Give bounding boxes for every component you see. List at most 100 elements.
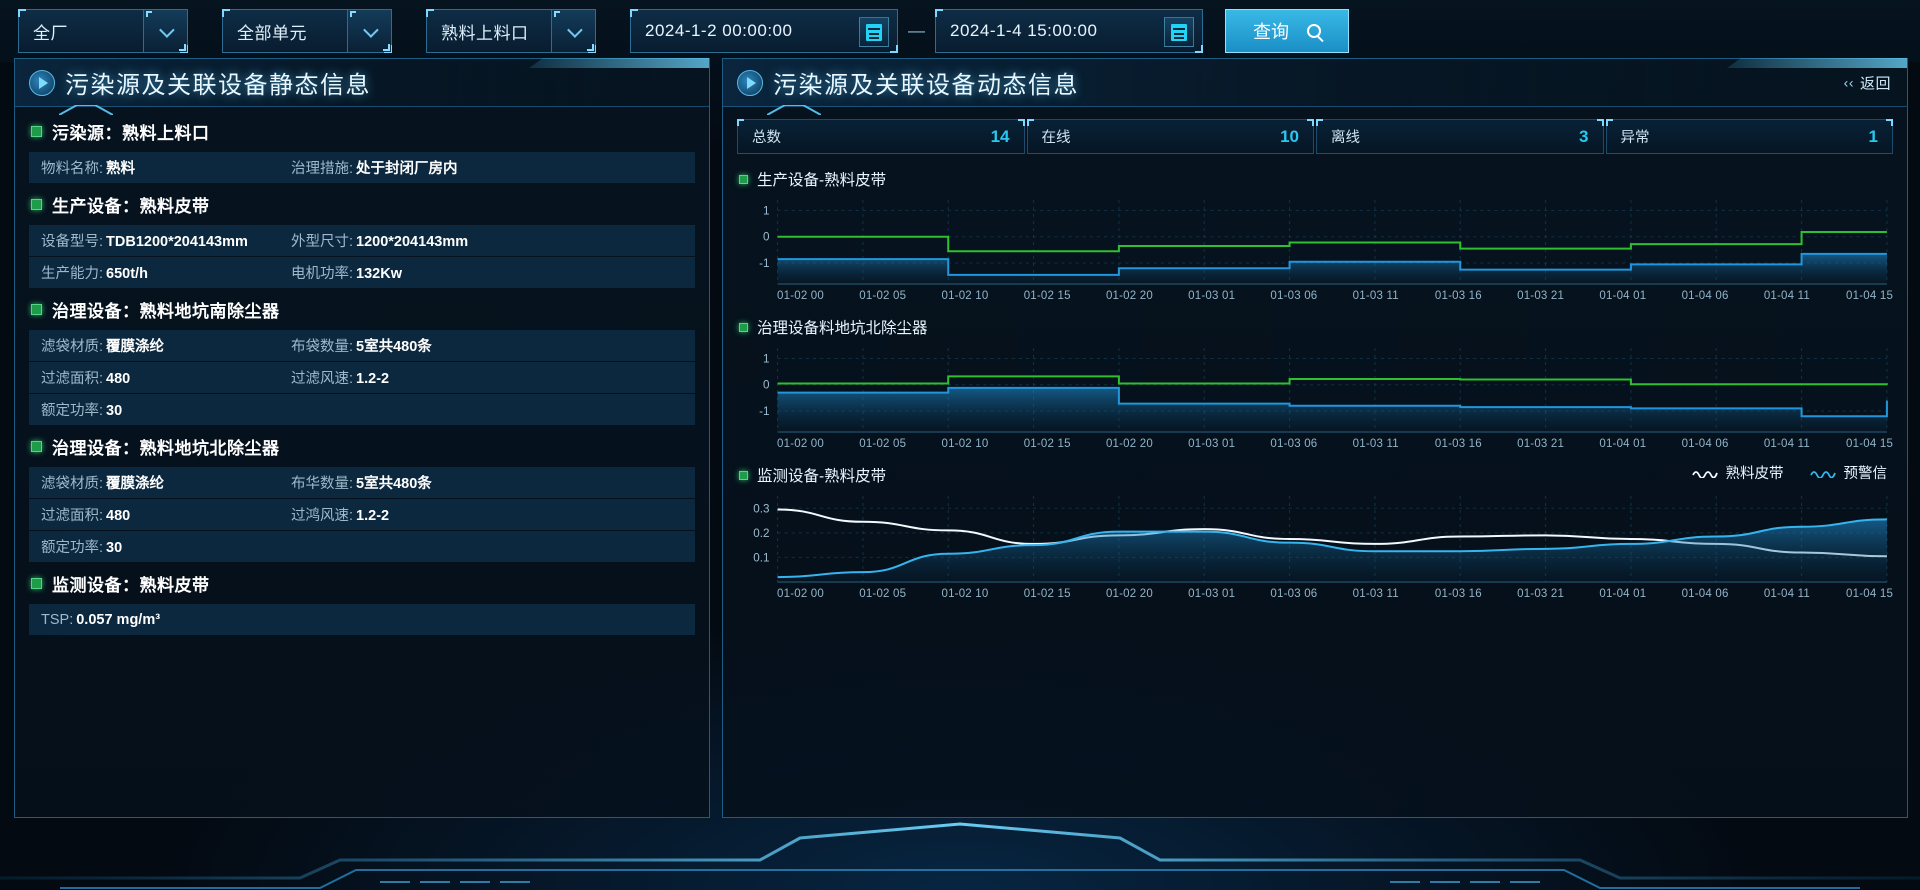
chart-plot[interactable]: 1 0 -1 bbox=[737, 192, 1893, 290]
chevron-down-icon[interactable] bbox=[143, 10, 187, 52]
status-card-value: 14 bbox=[990, 126, 1010, 146]
info-group-title: 污染源：熟料上料口 bbox=[15, 111, 709, 152]
x-tick-label: 01-03 21 bbox=[1517, 438, 1565, 450]
end-time-input[interactable]: 2024-1-4 15:00:00 bbox=[935, 9, 1203, 53]
x-tick-label: 01-02 05 bbox=[859, 588, 907, 600]
x-tick-label: 01-02 20 bbox=[1105, 438, 1153, 450]
info-row: 过滤面积: 480 过鸿风速: 1.2-2 bbox=[29, 499, 695, 530]
x-tick-label: 01-04 01 bbox=[1599, 290, 1647, 302]
info-field-value: 0.057 mg/m³ bbox=[76, 611, 161, 628]
query-button[interactable]: 查询 bbox=[1225, 9, 1349, 53]
info-group-title: 治理设备：熟料地坑北除尘器 bbox=[15, 426, 709, 467]
bullet-square-icon bbox=[31, 199, 42, 210]
svg-text:0.3: 0.3 bbox=[753, 503, 769, 515]
status-card-value: 3 bbox=[1579, 126, 1589, 146]
info-field: 过滤面积: 480 bbox=[41, 504, 291, 525]
info-field: 布华数量: 5室共480条 bbox=[291, 472, 432, 493]
info-field-label: 额定功率: bbox=[41, 540, 104, 556]
double-chevron-left-icon: ‹‹ bbox=[1843, 74, 1854, 91]
status-card[interactable]: 总数 14 bbox=[737, 119, 1025, 154]
info-field-value: 1.2-2 bbox=[356, 508, 390, 524]
status-card-label: 总数 bbox=[752, 130, 781, 146]
x-tick-label: 01-03 11 bbox=[1352, 588, 1399, 600]
info-field: 额定功率: 30 bbox=[41, 399, 291, 420]
plant-select-value: 全厂 bbox=[33, 23, 68, 43]
x-tick-label: 01-02 05 bbox=[859, 438, 907, 450]
bullet-square-icon bbox=[31, 304, 42, 315]
corner-accent bbox=[1195, 45, 1203, 53]
legend-item[interactable]: 预警信 bbox=[1809, 462, 1888, 483]
info-field-label: 过滤风速: bbox=[291, 371, 354, 387]
search-icon bbox=[1307, 24, 1321, 38]
corner-accent bbox=[426, 9, 434, 17]
info-field: 外型尺寸: 1200*204143mm bbox=[291, 230, 468, 251]
status-card[interactable]: 离线 3 bbox=[1316, 119, 1604, 154]
info-group-title: 治理设备：熟料地坑南除尘器 bbox=[15, 289, 709, 330]
info-row: 生产能力: 650t/h 电机功率: 132Kw bbox=[29, 257, 695, 288]
info-group-title-text: 治理设备：熟料地坑南除尘器 bbox=[52, 302, 280, 321]
info-row: 滤袋材质: 覆膜涤纶 布华数量: 5室共480条 bbox=[29, 467, 695, 498]
calendar-icon[interactable] bbox=[859, 17, 889, 47]
corner-accent bbox=[737, 119, 744, 126]
chart-title-text: 监测设备-熟料皮带 bbox=[757, 468, 887, 485]
header-notch-decoration bbox=[59, 105, 113, 115]
x-tick-label: 01-02 10 bbox=[941, 290, 989, 302]
calendar-icon[interactable] bbox=[1164, 17, 1194, 47]
status-card[interactable]: 异常 1 bbox=[1605, 119, 1893, 154]
dynamic-info-panel-header: 污染源及关联设备动态信息 ‹‹ 返回 bbox=[723, 59, 1907, 115]
x-tick-label: 01-02 20 bbox=[1105, 290, 1153, 302]
info-field-label: 额定功率: bbox=[41, 403, 104, 419]
info-field: 治理措施: 处于封闭厂房内 bbox=[291, 157, 458, 178]
x-tick-label: 01-02 00 bbox=[777, 588, 824, 600]
plant-select[interactable]: 全厂 bbox=[18, 9, 188, 53]
svg-text:-1: -1 bbox=[759, 258, 769, 270]
chart-plot[interactable]: 0.3 0.2 0.1 bbox=[737, 488, 1893, 588]
x-tick-label: 01-03 16 bbox=[1434, 438, 1482, 450]
info-field-value: 30 bbox=[106, 403, 123, 419]
pollution-source-select[interactable]: 熟料上料口 bbox=[426, 9, 596, 53]
x-tick-label: 01-04 11 bbox=[1763, 588, 1810, 600]
svg-text:0.2: 0.2 bbox=[753, 528, 769, 540]
info-field-label: TSP: bbox=[41, 611, 74, 628]
status-card-value: 1 bbox=[1868, 126, 1878, 146]
chevron-down-icon[interactable] bbox=[551, 10, 595, 52]
info-field: 额定功率: 30 bbox=[41, 536, 291, 557]
legend-item-label: 预警信 bbox=[1843, 466, 1888, 482]
chevron-down-icon[interactable] bbox=[347, 10, 391, 52]
x-tick-label: 01-03 01 bbox=[1188, 290, 1236, 302]
chart-title: 生产设备-熟料皮带 bbox=[737, 162, 1893, 192]
info-field-label: 布袋数量: bbox=[291, 339, 354, 355]
unit-select[interactable]: 全部单元 bbox=[222, 9, 392, 53]
back-button[interactable]: ‹‹ 返回 bbox=[1844, 72, 1891, 93]
chart-title-text: 生产设备-熟料皮带 bbox=[757, 172, 887, 189]
info-row: 设备型号: TDB1200*204143mm 外型尺寸: 1200*204143mm bbox=[29, 225, 695, 256]
chart-title: 治理设备料地坑北除尘器 bbox=[737, 310, 1893, 340]
start-time-input[interactable]: 2024-1-2 00:00:00 bbox=[630, 9, 898, 53]
static-info-panel: 污染源及关联设备静态信息 污染源：熟料上料口 物料名称: 熟料 治理措施: 处于封闭厂房… bbox=[14, 58, 710, 818]
info-field-label: 过滤面积: bbox=[41, 371, 104, 387]
bullet-square-icon bbox=[31, 578, 42, 589]
calendar-glyph bbox=[1171, 23, 1187, 41]
info-field: 生产能力: 650t/h bbox=[41, 262, 291, 283]
legend-item[interactable]: 熟料皮带 bbox=[1691, 462, 1784, 483]
info-field-value: 覆膜涤纶 bbox=[106, 476, 165, 492]
info-field-value: TDB1200*204143mm bbox=[106, 234, 248, 250]
x-tick-label: 01-04 06 bbox=[1681, 588, 1729, 600]
range-separator: — bbox=[908, 21, 925, 40]
start-time-slot: 2024-1-2 00:00:00 bbox=[630, 9, 898, 53]
info-field-value: 132Kw bbox=[356, 266, 402, 282]
bullet-square-icon bbox=[31, 441, 42, 452]
info-field: 物料名称: 熟料 bbox=[41, 157, 291, 178]
corner-accent bbox=[1596, 119, 1604, 126]
status-card-label: 在线 bbox=[1041, 130, 1071, 146]
chart-plot[interactable]: 1 0 -1 bbox=[737, 340, 1893, 438]
corner-accent bbox=[587, 44, 594, 51]
info-row: 额定功率: 30 bbox=[29, 394, 695, 425]
x-tick-label: 01-04 15 bbox=[1846, 290, 1894, 302]
info-field-value: 480 bbox=[106, 508, 131, 524]
corner-accent bbox=[1316, 119, 1323, 126]
svg-text:1: 1 bbox=[763, 206, 769, 218]
status-card[interactable]: 在线 10 bbox=[1026, 119, 1314, 154]
info-field-value: 覆膜涤纶 bbox=[106, 339, 165, 355]
x-tick-label: 01-03 16 bbox=[1434, 290, 1482, 302]
